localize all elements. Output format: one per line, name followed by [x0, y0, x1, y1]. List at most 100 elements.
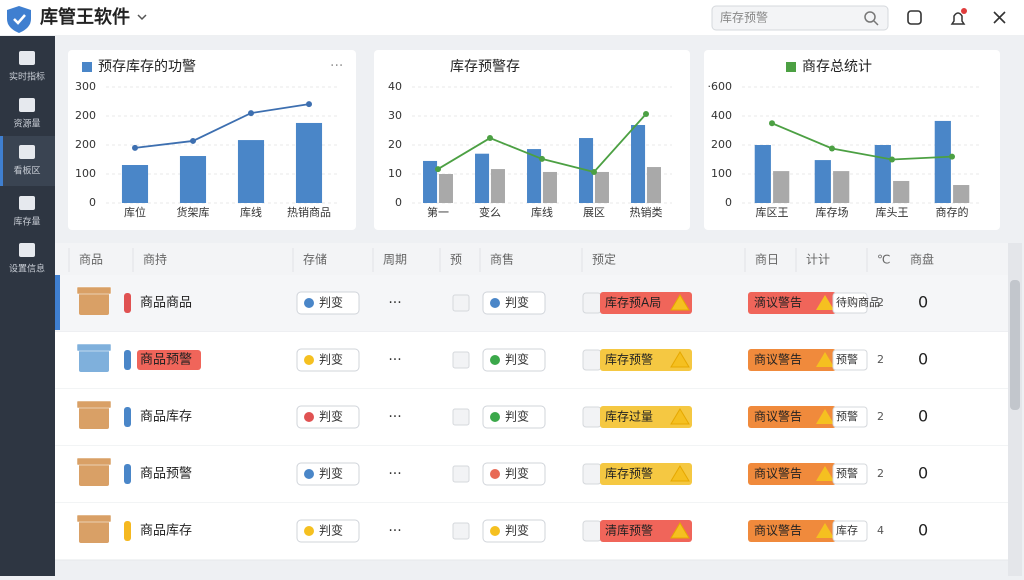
window-button[interactable]	[907, 10, 922, 25]
bar	[475, 153, 490, 203]
status-pill[interactable]	[296, 291, 360, 315]
x-tick-label: 热销商品	[287, 205, 331, 219]
y-tick-label: 10	[388, 167, 402, 180]
bar	[438, 174, 453, 203]
column-header[interactable]: 商日	[755, 252, 779, 267]
name-bar	[124, 464, 131, 484]
bar	[833, 171, 850, 203]
sidebar-label[interactable]: 资源量	[13, 119, 40, 130]
x-tick-label: 变么	[479, 205, 501, 219]
title-marker	[786, 62, 796, 72]
column-header[interactable]: 计计	[806, 253, 830, 267]
title-dropdown[interactable]	[137, 14, 147, 21]
column-header[interactable]: 商品	[79, 252, 103, 267]
status-pill[interactable]	[482, 405, 546, 429]
warn-checkbox[interactable]	[582, 520, 602, 542]
warn-checkbox[interactable]	[582, 406, 602, 428]
table-header-bg	[55, 243, 1008, 275]
status-dot	[490, 526, 500, 536]
status-pill[interactable]	[482, 348, 546, 372]
status-pill[interactable]	[296, 462, 360, 486]
status-dot	[304, 469, 314, 479]
sidebar-icon[interactable]	[19, 51, 35, 65]
column-header[interactable]: 商售	[490, 252, 514, 267]
more-actions[interactable]: ···	[388, 466, 401, 482]
status-dot	[490, 355, 500, 365]
warn-text: 清库预警	[605, 523, 653, 538]
more-actions[interactable]: ···	[388, 523, 401, 539]
status-pill[interactable]	[296, 405, 360, 429]
close-button[interactable]	[993, 11, 1006, 24]
x-tick-label: 第一	[427, 205, 449, 219]
y-tick-label: 400	[711, 109, 732, 122]
bar	[490, 169, 505, 203]
product-name: 商品预警	[140, 466, 192, 482]
product-box-lid	[76, 457, 112, 466]
search-icon[interactable]	[864, 11, 876, 23]
status-pill[interactable]	[296, 348, 360, 372]
sidebar-icon[interactable]	[19, 145, 35, 159]
sidebar-icon[interactable]	[19, 243, 35, 257]
extra-text: 预警	[836, 409, 858, 423]
app-logo	[7, 6, 31, 33]
warn-tag	[600, 292, 692, 314]
warn-icon	[670, 522, 690, 539]
sidebar-label[interactable]: 实时指标	[9, 71, 45, 83]
x-tick-label: 库区王	[756, 206, 789, 219]
column-header[interactable]: ℃	[877, 253, 890, 267]
status-pill[interactable]	[482, 291, 546, 315]
notification-bell[interactable]	[950, 12, 966, 25]
y-tick-label: 200	[711, 138, 732, 151]
more-actions[interactable]: ···	[388, 409, 401, 425]
sidebar-label[interactable]: 设置信息	[9, 263, 45, 275]
name-bar	[124, 407, 131, 427]
warn-text: 库存预A局	[605, 295, 661, 310]
sidebar-active-indicator	[0, 136, 3, 186]
sidebar-label[interactable]: 看板区	[13, 165, 40, 177]
status-text: 判变	[319, 295, 343, 310]
bar	[295, 122, 323, 203]
product-box-lid	[76, 343, 112, 352]
status-dot	[304, 298, 314, 308]
y-tick-label: 200	[75, 138, 96, 151]
alert-text: 滴议警告	[754, 295, 802, 310]
column-header[interactable]: 商持	[143, 252, 167, 267]
more-actions[interactable]: ···	[388, 352, 401, 368]
warn-icon	[670, 294, 690, 311]
sidebar-icon[interactable]	[19, 98, 35, 112]
warn-checkbox[interactable]	[582, 292, 602, 314]
bar	[594, 171, 609, 203]
warn-checkbox[interactable]	[582, 349, 602, 371]
status-pill[interactable]	[482, 519, 546, 543]
status-pill[interactable]	[482, 462, 546, 486]
row-checkbox[interactable]	[452, 294, 470, 312]
value: 0	[918, 464, 928, 483]
x-tick-label: 库位	[124, 205, 146, 219]
y-tick-label: 30	[388, 109, 402, 122]
sidebar-icon[interactable]	[19, 196, 35, 210]
warn-checkbox[interactable]	[582, 463, 602, 485]
line-point	[591, 168, 597, 175]
sidebar-label[interactable]: 库存量	[13, 216, 40, 228]
row-checkbox[interactable]	[452, 522, 470, 540]
status-pill[interactable]	[296, 519, 360, 543]
product-name: 商品商品	[140, 296, 192, 311]
product-name: 商品预警	[140, 352, 192, 368]
y-tick-label: 40	[388, 80, 402, 93]
line-series	[134, 103, 310, 149]
scrollbar-thumb[interactable]	[1010, 280, 1020, 410]
search-box[interactable]	[711, 5, 889, 31]
line-point	[829, 145, 835, 152]
row-checkbox[interactable]	[452, 408, 470, 426]
status-text: 判变	[505, 523, 529, 538]
more-actions[interactable]: ···	[388, 295, 401, 311]
column-header[interactable]: 存储	[303, 252, 327, 267]
column-header[interactable]: 商盘	[910, 252, 934, 267]
y-tick-label: ·600	[708, 80, 733, 93]
row-checkbox[interactable]	[452, 351, 470, 369]
row-checkbox[interactable]	[452, 465, 470, 483]
extra-tag	[832, 520, 868, 542]
column-header[interactable]: 周期	[383, 253, 407, 267]
column-header[interactable]: 预	[450, 253, 462, 267]
column-header[interactable]: 预定	[592, 252, 616, 267]
